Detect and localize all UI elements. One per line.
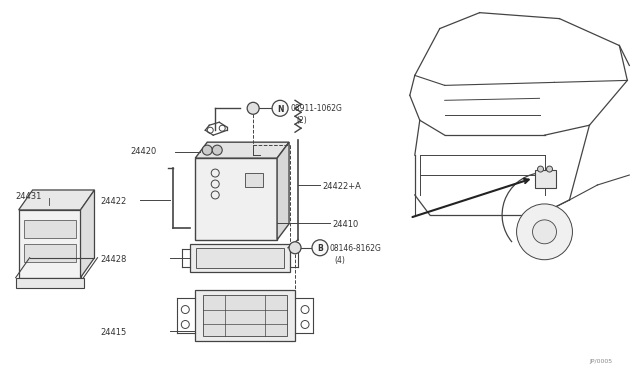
Bar (190, 244, 290, 272)
Bar (245, 173, 263, 187)
Bar (15, 278, 83, 288)
Text: 24431: 24431 (15, 192, 42, 201)
Text: (2): (2) (296, 116, 307, 125)
Bar (196, 248, 284, 268)
Bar (24, 220, 76, 238)
Polygon shape (277, 142, 289, 240)
Text: 24428: 24428 (100, 255, 127, 264)
Circle shape (272, 100, 288, 116)
Circle shape (547, 166, 552, 172)
Text: N: N (277, 105, 284, 114)
Bar (534, 170, 557, 188)
Text: B: B (317, 244, 323, 253)
Text: JP/0005: JP/0005 (589, 359, 612, 364)
Circle shape (202, 145, 212, 155)
Bar (19, 210, 81, 278)
Polygon shape (81, 190, 95, 278)
Polygon shape (19, 190, 95, 210)
Bar (195, 290, 295, 341)
Text: 24422: 24422 (100, 197, 127, 206)
Circle shape (289, 242, 301, 254)
Text: 24410: 24410 (332, 220, 358, 229)
Polygon shape (195, 142, 289, 158)
Circle shape (516, 204, 572, 260)
Circle shape (312, 240, 328, 256)
Circle shape (212, 145, 222, 155)
Text: (4): (4) (334, 256, 345, 265)
Bar (204, 295, 287, 336)
Circle shape (538, 166, 543, 172)
Text: 24420: 24420 (131, 147, 157, 156)
Text: 24415: 24415 (100, 328, 127, 337)
Text: 08911-1062G: 08911-1062G (290, 104, 342, 113)
Circle shape (247, 102, 259, 114)
Text: 08146-8162G: 08146-8162G (330, 244, 382, 253)
Text: 24422+A: 24422+A (322, 182, 361, 191)
Bar (195, 158, 277, 240)
Bar (24, 244, 76, 262)
Circle shape (532, 220, 557, 244)
